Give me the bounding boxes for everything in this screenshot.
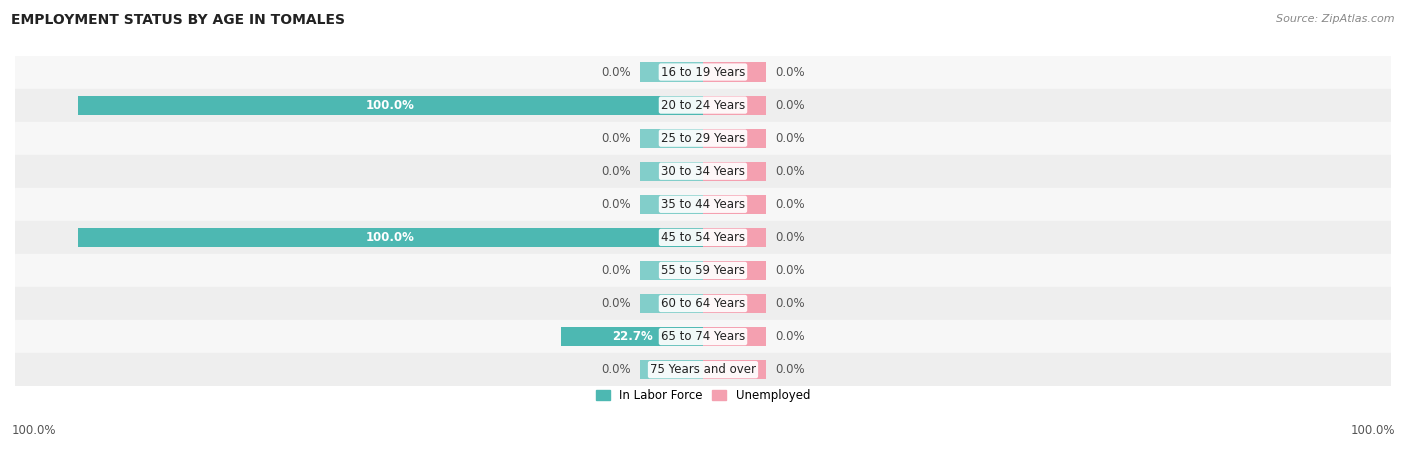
Text: Source: ZipAtlas.com: Source: ZipAtlas.com	[1277, 14, 1395, 23]
Text: 0.0%: 0.0%	[602, 132, 631, 144]
Text: 0.0%: 0.0%	[775, 264, 804, 277]
Text: 0.0%: 0.0%	[775, 297, 804, 310]
Bar	[15, 353, 1391, 386]
Text: 0.0%: 0.0%	[602, 264, 631, 277]
Bar	[15, 89, 1391, 122]
Text: 100.0%: 100.0%	[1350, 423, 1395, 436]
Text: 0.0%: 0.0%	[602, 66, 631, 79]
Bar	[77, 228, 703, 247]
Text: 0.0%: 0.0%	[775, 231, 804, 244]
Bar	[641, 63, 703, 81]
Text: 100.0%: 100.0%	[366, 231, 415, 244]
Text: 0.0%: 0.0%	[775, 99, 804, 112]
Text: 45 to 54 Years: 45 to 54 Years	[661, 231, 745, 244]
Bar	[15, 287, 1391, 320]
Text: 30 to 34 Years: 30 to 34 Years	[661, 165, 745, 178]
Text: 0.0%: 0.0%	[775, 165, 804, 178]
Bar	[703, 195, 765, 214]
Bar	[15, 320, 1391, 353]
Text: 0.0%: 0.0%	[775, 198, 804, 211]
Text: 0.0%: 0.0%	[602, 165, 631, 178]
Bar	[561, 327, 703, 346]
Bar	[703, 327, 765, 346]
Bar	[703, 228, 765, 247]
Text: 0.0%: 0.0%	[602, 363, 631, 376]
Bar	[641, 195, 703, 214]
Text: 65 to 74 Years: 65 to 74 Years	[661, 330, 745, 343]
Text: 100.0%: 100.0%	[11, 423, 56, 436]
Bar	[641, 162, 703, 181]
Bar	[703, 95, 765, 115]
Text: 0.0%: 0.0%	[602, 297, 631, 310]
Bar	[15, 55, 1391, 89]
Bar	[15, 122, 1391, 155]
Bar	[703, 129, 765, 148]
Text: 0.0%: 0.0%	[775, 132, 804, 144]
Bar	[15, 221, 1391, 254]
Bar	[15, 254, 1391, 287]
Bar	[15, 188, 1391, 221]
Text: 0.0%: 0.0%	[602, 198, 631, 211]
Bar	[703, 360, 765, 379]
Text: 35 to 44 Years: 35 to 44 Years	[661, 198, 745, 211]
Bar	[15, 155, 1391, 188]
Bar	[703, 294, 765, 313]
Text: EMPLOYMENT STATUS BY AGE IN TOMALES: EMPLOYMENT STATUS BY AGE IN TOMALES	[11, 14, 346, 27]
Bar	[641, 261, 703, 280]
Bar	[703, 261, 765, 280]
Bar	[77, 95, 703, 115]
Text: 75 Years and over: 75 Years and over	[650, 363, 756, 376]
Bar	[703, 63, 765, 81]
Text: 100.0%: 100.0%	[366, 99, 415, 112]
Text: 55 to 59 Years: 55 to 59 Years	[661, 264, 745, 277]
Bar	[641, 294, 703, 313]
Bar	[641, 129, 703, 148]
Text: 20 to 24 Years: 20 to 24 Years	[661, 99, 745, 112]
Text: 16 to 19 Years: 16 to 19 Years	[661, 66, 745, 79]
Legend: In Labor Force, Unemployed: In Labor Force, Unemployed	[591, 384, 815, 407]
Text: 0.0%: 0.0%	[775, 66, 804, 79]
Bar	[641, 360, 703, 379]
Bar	[703, 162, 765, 181]
Text: 60 to 64 Years: 60 to 64 Years	[661, 297, 745, 310]
Text: 0.0%: 0.0%	[775, 363, 804, 376]
Text: 25 to 29 Years: 25 to 29 Years	[661, 132, 745, 144]
Text: 0.0%: 0.0%	[775, 330, 804, 343]
Text: 22.7%: 22.7%	[612, 330, 652, 343]
